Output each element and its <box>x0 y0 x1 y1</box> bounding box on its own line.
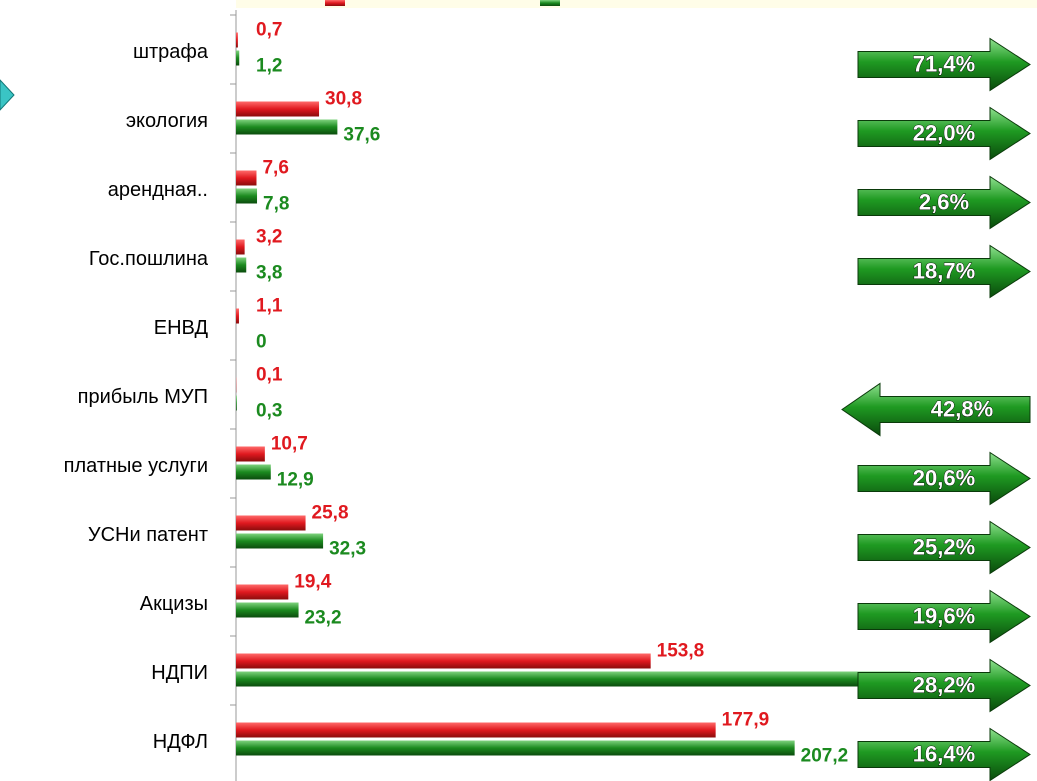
value-label: 207,2 <box>801 746 849 767</box>
arrow-label: 71,4% <box>913 51 975 76</box>
bar <box>236 653 651 669</box>
arrow-label: 25,2% <box>913 534 975 559</box>
y-tick-label: прибыль МУП <box>78 386 208 408</box>
value-label: 23,2 <box>305 608 342 629</box>
bar <box>236 464 271 480</box>
value-label: 7,6 <box>262 158 288 179</box>
value-label: 0,3 <box>256 401 282 422</box>
legend-swatch <box>540 0 560 6</box>
bar <box>236 602 299 618</box>
bar <box>236 671 911 687</box>
y-tick-label: НДФЛ <box>153 731 208 753</box>
value-label: 19,4 <box>294 572 331 593</box>
bar <box>236 239 245 255</box>
y-tick-label: НДПИ <box>151 662 208 684</box>
bar <box>236 101 320 117</box>
arrow <box>857 244 1031 299</box>
bar <box>236 722 716 738</box>
value-label: 12,9 <box>277 470 314 491</box>
bar <box>236 50 240 66</box>
bar <box>236 308 239 324</box>
y-tick-label: экология <box>126 110 208 132</box>
arrow-label: 42,8% <box>931 396 993 421</box>
bar <box>236 170 257 186</box>
value-label: 1,1 <box>256 296 283 317</box>
arrow <box>857 37 1031 92</box>
value-label: 25,8 <box>312 503 349 524</box>
y-tick-label: УСНи патент <box>88 524 208 546</box>
value-label: 3,2 <box>256 227 282 248</box>
value-label: 177,9 <box>722 710 770 731</box>
arrow <box>857 727 1031 781</box>
value-label: 1,2 <box>256 56 282 77</box>
bar <box>236 395 237 411</box>
legend-swatch <box>325 0 345 6</box>
arrow <box>857 175 1031 230</box>
arrow <box>841 382 1031 437</box>
y-tick-label: Акцизы <box>140 593 208 615</box>
value-label: 0,7 <box>256 20 282 41</box>
bar <box>236 188 258 204</box>
y-tick-label: штрафа <box>133 41 209 63</box>
arrow-label: 16,4% <box>913 741 975 766</box>
y-tick-label: арендная.. <box>108 179 208 201</box>
y-tick-label: Гос.пошлина <box>89 248 209 270</box>
bar <box>236 533 324 549</box>
bar <box>236 119 338 135</box>
bar <box>236 515 306 531</box>
arrow <box>857 106 1031 161</box>
arrow <box>857 520 1031 575</box>
value-label: 7,8 <box>263 194 289 215</box>
value-label: 153,8 <box>657 641 705 662</box>
bar <box>236 32 238 48</box>
bar <box>236 446 265 462</box>
value-label: 10,7 <box>271 434 308 455</box>
bar <box>236 584 289 600</box>
arrow <box>857 451 1031 506</box>
y-tick-label: ЕНВД <box>154 317 209 339</box>
arrow-label: 22,0% <box>913 120 975 145</box>
value-label: 37,6 <box>343 125 380 146</box>
arrow-label: 18,7% <box>913 258 975 283</box>
arrow-label: 20,6% <box>913 465 975 490</box>
legend-band <box>236 0 1037 8</box>
value-label: 0 <box>256 332 267 353</box>
arrow-label: 28,2% <box>913 672 975 697</box>
value-label: 0,1 <box>256 365 283 386</box>
y-tick-label: платные услуги <box>64 455 208 477</box>
arrow-label: 2,6% <box>919 189 969 214</box>
value-label: 3,8 <box>256 263 282 284</box>
arrow-label: 19,6% <box>913 603 975 628</box>
arrow <box>857 658 1031 713</box>
bar <box>236 740 795 756</box>
decor-diamond <box>0 79 15 111</box>
bar <box>236 257 247 273</box>
arrow <box>857 589 1031 644</box>
value-label: 30,8 <box>325 89 362 110</box>
value-label: 32,3 <box>329 539 366 560</box>
